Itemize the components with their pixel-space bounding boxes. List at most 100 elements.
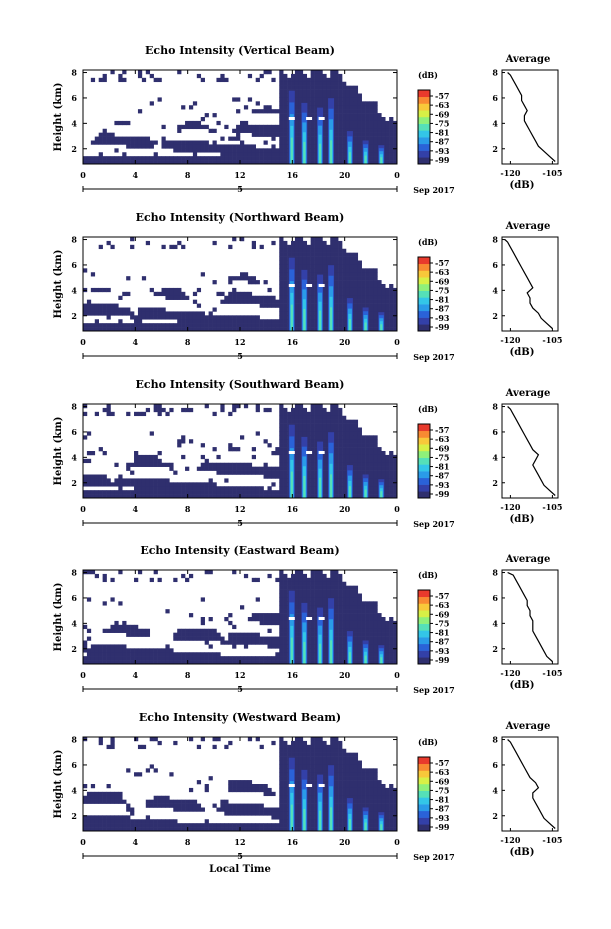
y-tick-label: 6 <box>71 427 77 437</box>
heatmap-cell <box>310 128 315 133</box>
heatmap-cell <box>98 244 103 250</box>
heatmap-cell <box>322 795 327 800</box>
heatmap-cell <box>157 311 162 316</box>
heatmap-cell <box>369 124 374 130</box>
heatmap-cell <box>353 160 359 164</box>
heatmap-cell <box>243 811 249 816</box>
heatmap-cell <box>326 85 331 90</box>
heatmap-cell <box>141 458 147 464</box>
heatmap-cell <box>271 470 276 475</box>
heatmap-cell <box>157 486 162 491</box>
heatmap-cell <box>334 260 339 265</box>
heatmap-cell <box>294 101 300 106</box>
heatmap-cell <box>279 632 284 637</box>
heatmap-cell <box>389 474 394 479</box>
heatmap-cell <box>98 474 103 479</box>
heatmap-cell <box>334 439 339 444</box>
heatmap-cell <box>302 264 308 269</box>
heatmap-cell <box>345 593 351 598</box>
heatmap-cell <box>224 315 229 320</box>
heatmap-cell <box>126 827 131 831</box>
heatmap-cell <box>196 636 202 641</box>
date-label: Sep 2017 <box>413 185 455 195</box>
heatmap-cell <box>279 570 284 575</box>
heatmap-cell <box>118 660 123 664</box>
heatmap-cell <box>83 799 88 804</box>
heatmap-cell <box>294 156 300 161</box>
heatmap-cell <box>157 462 162 467</box>
heatmap-cell <box>204 660 209 664</box>
heatmap-cell <box>361 609 366 614</box>
heatmap-cell <box>283 105 288 110</box>
heatmap-cell <box>338 439 343 444</box>
heatmap-cell <box>334 466 339 471</box>
heatmap-cell <box>314 760 319 765</box>
heatmap-cell <box>188 490 194 495</box>
heatmap-cell <box>137 323 143 328</box>
y-tick-label: 4 <box>71 118 77 128</box>
heatmap-cell <box>86 311 92 316</box>
heatmap-cell <box>314 291 319 297</box>
heatmap-cell <box>310 295 315 300</box>
heatmap-cell <box>181 124 186 130</box>
heatmap-cell <box>118 490 123 495</box>
heatmap-cell <box>385 462 390 467</box>
heatmap-cell <box>349 443 355 448</box>
heatmap-cell <box>137 160 143 164</box>
heatmap-cell <box>271 124 276 130</box>
heatmap-cell <box>298 85 304 90</box>
heatmap-cell <box>314 609 319 614</box>
heatmap-cell <box>298 780 304 785</box>
heatmap-cell <box>353 97 359 102</box>
heatmap-cell <box>322 823 327 828</box>
heatmap-cell <box>236 295 241 300</box>
heatmap-cell <box>291 85 296 90</box>
heatmap-cell <box>361 136 366 141</box>
heatmap-cell <box>255 470 260 475</box>
heatmap-cell <box>173 327 178 331</box>
heatmap-cell <box>90 791 96 797</box>
heatmap-cell <box>334 85 339 90</box>
heatmap-cell <box>326 752 331 757</box>
heatmap-cell <box>314 624 319 630</box>
heatmap-cell <box>389 620 394 626</box>
heatmap-cell <box>298 252 304 257</box>
echo-plume <box>348 319 351 331</box>
heatmap-cell <box>114 494 119 498</box>
heatmap-cell <box>353 287 359 293</box>
heatmap-cell <box>275 474 280 479</box>
heatmap-cell <box>236 462 241 467</box>
heatmap-cell <box>310 148 315 153</box>
heatmap-cell <box>161 140 166 145</box>
heatmap-cell <box>357 291 362 297</box>
heatmap-cell <box>322 427 327 432</box>
heatmap-cell <box>294 772 300 777</box>
heatmap-cell <box>361 632 366 637</box>
heatmap-gap <box>306 117 313 120</box>
heatmap-cell <box>279 737 284 742</box>
heatmap-cell <box>259 160 264 164</box>
heatmap-cell <box>349 120 355 126</box>
heatmap-cell <box>271 636 276 641</box>
heatmap-cell <box>247 823 253 828</box>
heatmap-cell <box>220 327 225 331</box>
heatmap-cell <box>228 803 233 808</box>
profile-title: Average <box>505 54 551 65</box>
heatmap-cell <box>357 462 362 467</box>
heatmap-cell <box>306 458 311 464</box>
heatmap-cell <box>114 156 119 161</box>
heatmap-cell <box>294 593 300 598</box>
heatmap-cell <box>149 823 154 828</box>
heatmap-cell <box>220 803 225 808</box>
heatmap-cell <box>271 319 276 324</box>
heatmap-cell <box>106 404 111 409</box>
heatmap-cell <box>173 482 178 487</box>
heatmap-cell <box>251 315 256 320</box>
heatmap-cell <box>134 819 139 824</box>
heatmap-cell <box>165 160 170 164</box>
heatmap-cell <box>294 284 300 289</box>
heatmap-cell <box>310 811 315 816</box>
heatmap-cell <box>157 648 162 653</box>
heatmap-cell <box>365 443 370 448</box>
heatmap-cell <box>200 597 205 602</box>
